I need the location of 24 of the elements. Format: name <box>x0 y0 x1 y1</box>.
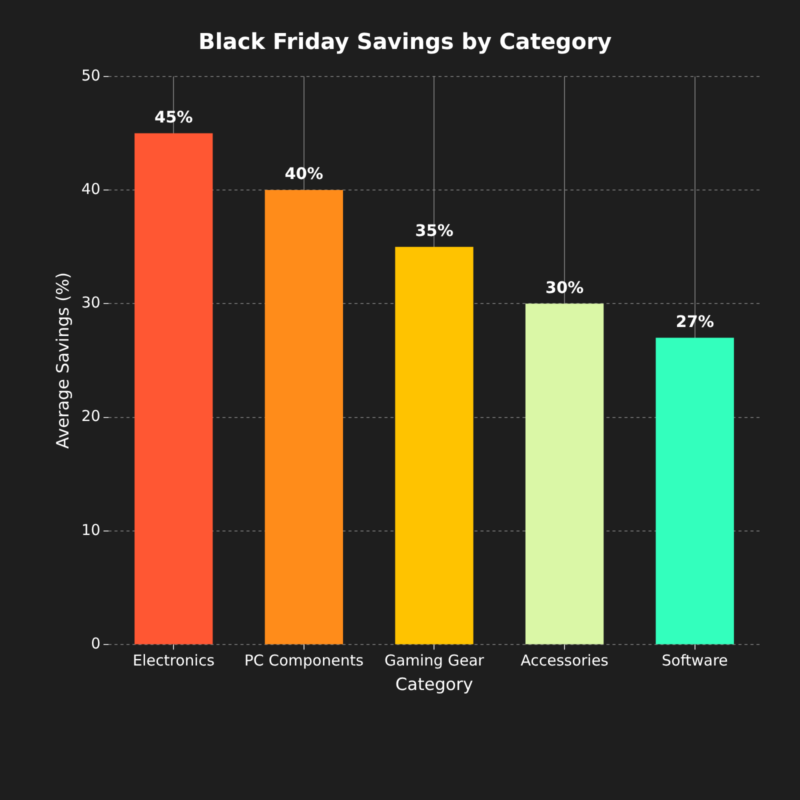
y-tick-label: 0 <box>90 634 100 652</box>
data-label: 45% <box>154 107 193 126</box>
y-axis-title: Average Savings (%) <box>54 272 74 449</box>
x-tick-label: Software <box>662 651 728 670</box>
x-tick-label: PC Components <box>244 651 364 670</box>
x-tick-label: Electronics <box>132 651 215 670</box>
x-tick-label: Gaming Gear <box>384 651 485 670</box>
y-tick-label: 20 <box>81 407 100 426</box>
y-tick-label: 10 <box>81 520 100 539</box>
bar <box>656 338 734 644</box>
x-axis-title: Category <box>395 675 474 696</box>
data-label: 27% <box>676 312 714 331</box>
data-label: 30% <box>545 278 584 297</box>
data-label: 40% <box>284 164 324 184</box>
data-label: 35% <box>415 221 454 240</box>
x-tick-label: Accessories <box>520 651 609 670</box>
bar <box>395 246 474 644</box>
bar <box>134 133 213 644</box>
bar <box>525 304 604 644</box>
chart-title: Black Friday Savings by Category <box>198 30 612 55</box>
y-tick-label: 40 <box>81 180 100 198</box>
y-tick-label: 30 <box>81 294 100 312</box>
bar <box>264 190 344 644</box>
y-tick-label: 50 <box>81 66 100 84</box>
